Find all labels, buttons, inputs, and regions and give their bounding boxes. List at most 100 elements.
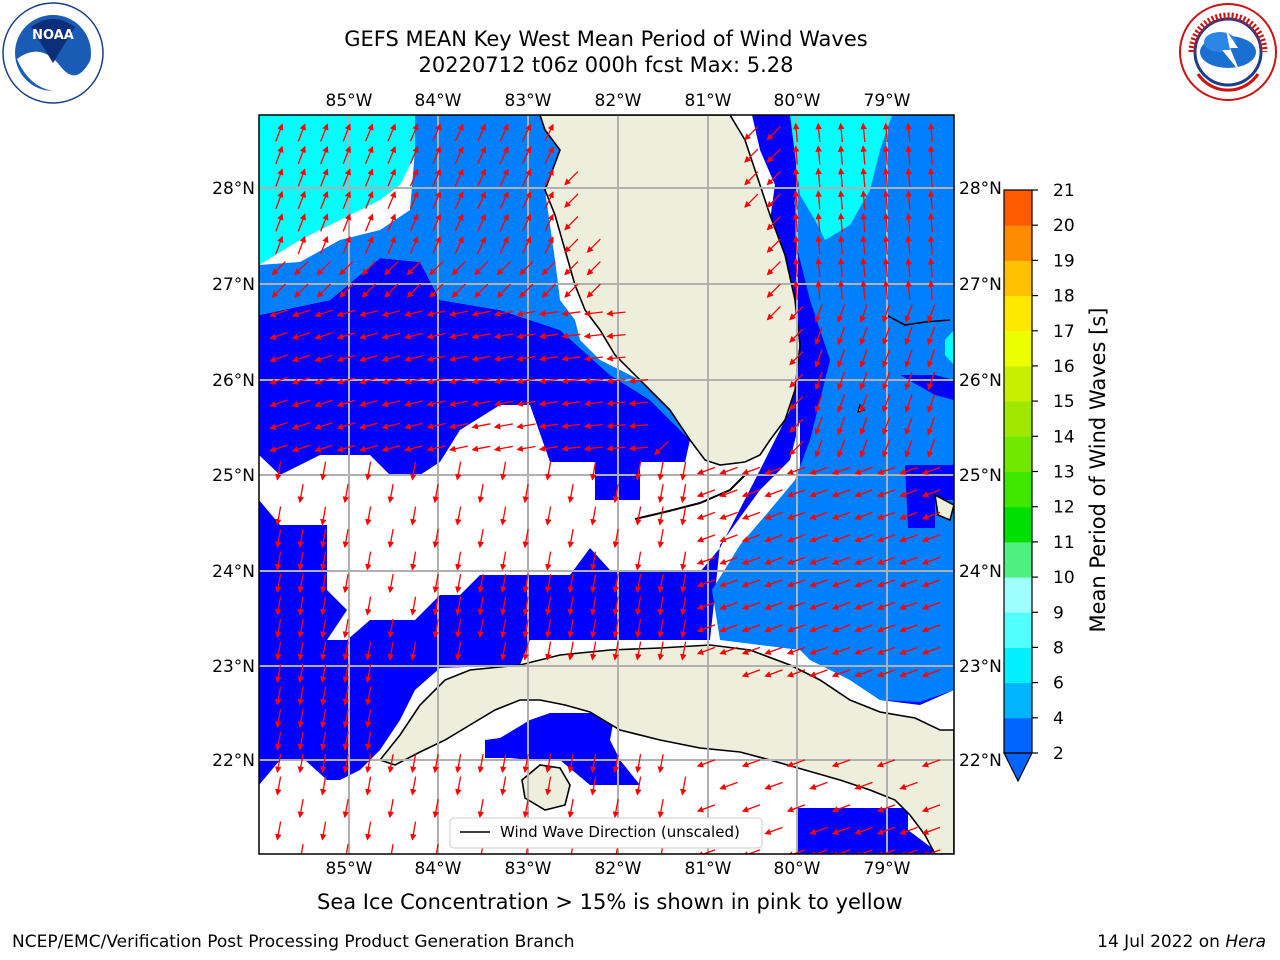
wave-direction-arrow xyxy=(404,332,423,340)
wave-direction-arrow xyxy=(837,371,846,391)
wave-direction-arrow xyxy=(657,461,665,481)
colorbar-tick-label: 2 xyxy=(1053,744,1064,764)
wave-direction-arrow xyxy=(876,646,896,655)
lon-tick-label: 84°W xyxy=(415,859,462,879)
wave-direction-arrow xyxy=(860,235,867,255)
wave-direction-arrow xyxy=(882,394,891,413)
wave-direction-arrow xyxy=(831,759,851,768)
wave-direction-arrow xyxy=(275,686,282,706)
wave-direction-arrow xyxy=(590,641,597,661)
wave-direction-arrow xyxy=(876,804,896,813)
wave-direction-arrow xyxy=(381,377,401,385)
wave-direction-arrow xyxy=(876,489,896,498)
colorbar-segment xyxy=(1004,577,1032,613)
wave-direction-arrow xyxy=(809,781,828,790)
wave-direction-arrow xyxy=(545,551,552,571)
wave-direction-arrow xyxy=(455,551,462,571)
wave-direction-arrow xyxy=(789,396,804,411)
wave-direction-arrow xyxy=(590,618,597,639)
wave-direction-arrow xyxy=(905,212,912,233)
wave-direction-arrow xyxy=(882,190,890,210)
colorbar-label: Mean Period of Wind Waves [s] xyxy=(1086,307,1110,633)
wave-direction-arrow xyxy=(320,461,327,481)
wave-direction-arrow xyxy=(657,596,665,616)
wave-direction-arrow xyxy=(859,394,868,413)
wave-direction-arrow xyxy=(882,304,891,323)
wave-direction-arrow xyxy=(876,849,896,854)
wave-direction-arrow xyxy=(297,618,305,639)
wave-direction-arrow xyxy=(921,556,941,565)
wave-direction-arrow xyxy=(500,776,507,796)
wave-direction-arrow xyxy=(320,145,329,165)
wave-direction-arrow xyxy=(564,261,579,276)
wave-direction-arrow xyxy=(586,261,601,276)
wave-direction-arrow xyxy=(477,798,485,819)
wave-direction-arrow xyxy=(927,190,935,210)
wave-direction-arrow xyxy=(426,310,446,318)
wave-direction-arrow xyxy=(792,167,800,188)
wave-direction-arrow xyxy=(786,534,806,543)
wave-direction-arrow xyxy=(320,573,327,594)
wave-direction-arrow xyxy=(583,332,603,340)
wave-direction-arrow xyxy=(522,596,530,616)
wave-direction-arrow xyxy=(882,235,890,255)
wave-direction-arrow xyxy=(342,145,351,165)
wave-direction-arrow xyxy=(454,146,464,164)
wave-direction-arrow xyxy=(876,826,896,835)
wave-direction-arrow xyxy=(404,422,423,430)
wave-direction-arrow xyxy=(921,489,941,498)
wave-direction-arrow xyxy=(860,145,867,165)
wave-direction-arrow xyxy=(904,394,913,413)
wave-direction-arrow xyxy=(342,641,350,661)
wave-direction-arrow xyxy=(435,843,439,854)
wave-direction-arrow xyxy=(590,573,597,594)
lat-tick-label: 22°N xyxy=(959,751,1002,771)
wave-direction-arrow xyxy=(586,283,601,298)
wave-direction-arrow xyxy=(612,483,620,504)
wave-direction-arrow xyxy=(314,332,333,340)
colorbar-segment xyxy=(1004,365,1032,402)
wave-direction-arrow xyxy=(432,618,440,639)
wave-direction-arrow xyxy=(432,168,442,187)
wave-direction-arrow xyxy=(882,439,891,458)
wave-direction-arrow xyxy=(567,483,575,504)
wave-direction-arrow xyxy=(297,145,306,165)
wave-direction-arrow xyxy=(477,168,487,187)
wave-direction-arrow xyxy=(899,646,918,655)
wave-direction-arrow xyxy=(899,849,918,854)
wave-field-6-8 xyxy=(259,115,415,265)
wave-direction-arrow xyxy=(859,416,868,436)
wave-direction-arrow xyxy=(680,573,687,594)
colorbar-segment xyxy=(1004,401,1032,437)
wave-direction-arrow xyxy=(719,624,738,633)
lon-tick-label: 82°W xyxy=(595,91,642,111)
wave-direction-arrow xyxy=(387,641,395,661)
colorbar-tick-label: 17 xyxy=(1053,322,1075,342)
wave-direction-arrow xyxy=(342,798,350,819)
wave-direction-arrow xyxy=(522,798,530,819)
wave-direction-arrow xyxy=(387,573,395,594)
wave-direction-arrow xyxy=(426,332,446,340)
wave-direction-arrow xyxy=(499,213,509,232)
wave-direction-arrow xyxy=(387,753,395,774)
wave-field-2-4 xyxy=(797,808,940,854)
wave-direction-arrow xyxy=(381,445,401,453)
wave-direction-arrow xyxy=(766,171,781,186)
wave-direction-arrow xyxy=(541,283,556,298)
wave-direction-arrow xyxy=(477,483,485,504)
wave-direction-arrow xyxy=(493,377,514,385)
colorbar-tick-label: 14 xyxy=(1053,427,1075,447)
wave-direction-arrow xyxy=(522,191,532,209)
wave-direction-arrow xyxy=(905,190,912,210)
wave-direction-arrow xyxy=(789,306,804,321)
wave-direction-arrow xyxy=(387,798,395,819)
lon-tick-label: 81°W xyxy=(685,859,732,879)
wave-direction-arrow xyxy=(477,191,487,209)
wave-direction-arrow xyxy=(275,123,284,142)
colorbar-tick-label: 19 xyxy=(1053,251,1075,271)
wave-direction-arrow xyxy=(364,190,374,210)
colorbar-segment xyxy=(1004,471,1032,508)
wave-direction-arrow xyxy=(876,579,896,588)
wave-direction-arrow xyxy=(590,596,597,616)
wave-direction-arrow xyxy=(561,400,581,407)
